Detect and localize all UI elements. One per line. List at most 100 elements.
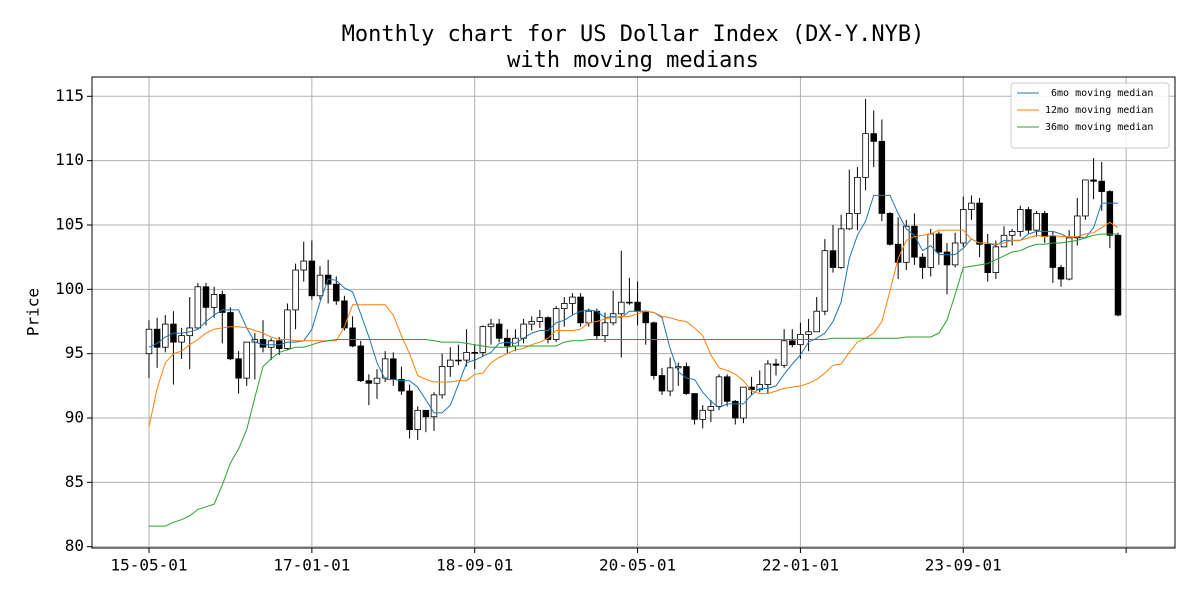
candle-body [715, 376, 723, 407]
candle-body [373, 377, 381, 384]
candle-body [626, 301, 633, 304]
candle-body [292, 269, 299, 311]
candle-body [308, 260, 316, 297]
candle-body [658, 375, 666, 392]
candle-body [919, 256, 926, 268]
candle-body [772, 363, 780, 366]
candle-body [960, 209, 967, 244]
x-tick-label: 18-09-01 [436, 556, 513, 575]
candle-body [1098, 180, 1105, 192]
y-tick-label: 100 [55, 279, 84, 298]
candle-body [707, 406, 715, 411]
candle-body [561, 303, 568, 310]
candle-body [145, 328, 153, 355]
candle-body [935, 233, 943, 253]
y-tick-label: 90 [65, 408, 84, 427]
candle-body [1017, 209, 1024, 232]
candle-body [219, 294, 226, 313]
candle-body [829, 250, 837, 268]
median-line [149, 233, 1118, 527]
candle-body [471, 351, 478, 354]
candle-body [968, 202, 975, 210]
candle-body [495, 323, 503, 339]
candle-body [365, 380, 373, 384]
candle-body [723, 376, 731, 402]
candle-body [316, 274, 324, 297]
candle-body [886, 213, 894, 245]
candle-body [1000, 234, 1008, 248]
candle-body [210, 294, 218, 308]
candle-body [520, 323, 527, 339]
candle-body [357, 345, 364, 382]
candle-body [528, 321, 535, 325]
candle-body [740, 386, 747, 419]
candle-body [300, 260, 307, 271]
candle-body [618, 301, 625, 315]
legend-box [1010, 82, 1170, 149]
median-line [148, 221, 1119, 428]
candle-body [235, 358, 242, 379]
candle-body [438, 366, 446, 396]
candle-body [699, 409, 706, 420]
candle-body [259, 339, 267, 348]
candle-body [267, 340, 275, 348]
candle-body [243, 341, 250, 379]
candle-body [903, 225, 910, 263]
x-tick-label: 23-09-01 [925, 556, 1002, 575]
candle-body [333, 283, 340, 302]
candle-body [194, 286, 202, 329]
candle-body [585, 310, 592, 324]
candle-body [349, 327, 356, 347]
chart-title: Monthly chart for US Dollar Index (DX-Y.… [342, 22, 925, 47]
x-tick-label: 15-05-01 [110, 556, 187, 575]
candle-body [1033, 213, 1040, 231]
candle-body [927, 233, 934, 268]
candle-body [837, 228, 845, 268]
x-tick-label: 17-01-01 [273, 556, 350, 575]
candle-body [1114, 234, 1122, 316]
candle-body [552, 308, 560, 340]
y-tick-label: 115 [55, 86, 84, 105]
candle-body [789, 340, 796, 346]
candle-body [447, 359, 454, 367]
candle-body [748, 386, 755, 391]
y-tick-label: 105 [55, 214, 84, 233]
candle-body [284, 309, 291, 349]
candle-body [1065, 237, 1073, 280]
candle-body [487, 323, 495, 328]
candle-body [650, 322, 658, 376]
candle-body [479, 326, 487, 353]
candle-body [406, 390, 413, 431]
candle-body [593, 310, 601, 337]
candle-body [577, 296, 584, 324]
candle-body [1106, 191, 1114, 236]
x-tick-label: 20-05-01 [599, 556, 676, 575]
candle-body [943, 251, 951, 266]
candle-body [984, 243, 991, 274]
candle-body [1049, 236, 1057, 268]
median-line [148, 194, 1118, 414]
candle-body [1041, 213, 1048, 237]
candle-body [422, 409, 430, 418]
y-tick-label: 95 [65, 343, 84, 362]
candle-body [911, 225, 918, 258]
candle-body [732, 400, 739, 419]
candle-body [805, 331, 812, 335]
candle-body [227, 312, 234, 360]
candle-body [854, 176, 861, 214]
candle-body [390, 358, 397, 380]
candle-body [544, 317, 552, 340]
candle-body [691, 393, 698, 420]
candle-body [1082, 179, 1089, 217]
legend-label: 12mo moving median [1045, 105, 1153, 116]
candle-body [463, 351, 470, 361]
candle-body [569, 296, 576, 304]
candle-body [414, 409, 421, 431]
candle-body [683, 366, 690, 394]
candle-body [430, 394, 438, 418]
candle-body [780, 340, 788, 366]
candle-body [455, 359, 462, 362]
candle-body [976, 202, 983, 245]
candle-body [536, 317, 544, 322]
